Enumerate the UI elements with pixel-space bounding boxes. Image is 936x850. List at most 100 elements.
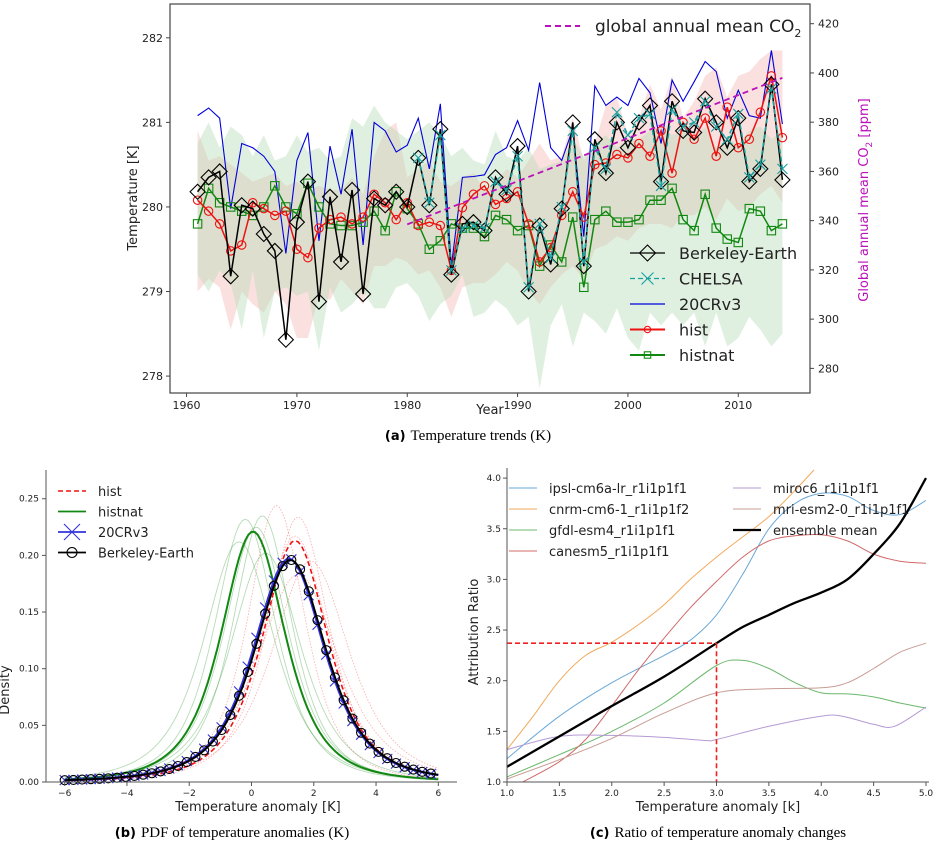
x-tick-label: 2.0 (605, 789, 620, 799)
point-hist (766, 71, 777, 81)
right-y-tick-label: 420 (818, 18, 839, 31)
point-hist (303, 252, 313, 263)
x-tick-label: 2000 (614, 399, 642, 412)
point-histnat (579, 282, 589, 293)
panel-b-caption: (b) PDF of temperature anomalies (K) (115, 825, 349, 841)
point-hist (424, 217, 435, 227)
point-hist (645, 151, 655, 161)
point-histnat (612, 217, 622, 227)
legend-item-20crv3: 20CRv3 (58, 523, 149, 541)
panel-b-pdf: −6 −4 −2 0 2 4 6 0.00 0.05 0.10 0.15 0.20 0.25 Temp… (0, 470, 457, 841)
point-berkeley-earth (641, 97, 659, 114)
point-berkeley-earth (553, 200, 571, 217)
point-berkeley-earth (286, 554, 297, 566)
legend-marker (643, 325, 652, 334)
point-berkeley-earth (652, 173, 670, 190)
point-histnat (512, 225, 523, 236)
point-chelsa (434, 129, 446, 141)
legend-label: cnrm-cm6-1_r1i1p1f2 (549, 503, 689, 518)
point-berkeley-earth (321, 645, 332, 656)
point-histnat (623, 217, 633, 227)
point-berkeley-earth (398, 198, 416, 216)
point-histnat (700, 189, 710, 200)
point-20crv3 (364, 739, 376, 751)
legend-item-cnrm-cm6-1-r1i1p1f2: cnrm-cm6-1_r1i1p1f2 (509, 503, 689, 518)
right-y-tick-label: 280 (818, 362, 839, 375)
legend-item-chelsa: CHELSA (630, 270, 743, 289)
point-berkeley-earth (181, 757, 192, 768)
legend-label: histnat (98, 506, 143, 521)
x-tick-label: 1.0 (500, 789, 515, 799)
point-hist (214, 219, 225, 229)
point-chelsa (490, 176, 501, 187)
point-berkeley-earth (189, 183, 206, 201)
panel-c-annotation (507, 642, 718, 782)
hist-member-line (64, 505, 439, 782)
point-histnat (678, 214, 688, 225)
y-tick-label: 0.25 (19, 495, 39, 505)
point-histnat (722, 234, 732, 244)
legend-item-hist: hist (58, 485, 122, 500)
point-histnat (634, 214, 644, 225)
x-tick-label: 2010 (724, 399, 752, 412)
point-berkeley-earth (164, 763, 175, 775)
point-berkeley-earth (685, 124, 703, 141)
panel-c-x-ticks: 1.0 1.5 2.0 2.5 3.0 3.5 4.0 4.5 5.0 (500, 782, 934, 799)
point-berkeley-earth (277, 561, 288, 572)
line-ipsl-cm6a-lr-r1i1p1f1 (507, 492, 927, 760)
point-chelsa (622, 129, 634, 141)
panel-c-y-ticks: 1.0 1.5 2.0 2.5 3.0 3.5 4.0 (487, 474, 507, 788)
x-tick-label: 1960 (173, 399, 201, 412)
legend-label: Berkeley-Earth (679, 244, 797, 263)
point-chelsa (545, 252, 557, 264)
point-berkeley-earth (390, 757, 402, 769)
point-berkeley-earth (597, 164, 615, 182)
point-histnat (590, 214, 600, 225)
point-berkeley-earth (343, 181, 361, 199)
point-hist (236, 240, 247, 250)
x-tick-label: −4 (120, 789, 134, 799)
point-berkeley-earth (443, 266, 460, 283)
panel-b-series-lines (59, 505, 439, 786)
x-tick-label: 5.0 (919, 789, 934, 799)
series-20crv3 (197, 50, 783, 267)
point-berkeley-earth (295, 564, 306, 575)
point-hist (523, 219, 534, 229)
point-berkeley-earth (382, 753, 393, 764)
hist-member-line (64, 560, 439, 781)
point-berkeley-earth (268, 580, 279, 591)
legend-item-histnat: histnat (630, 346, 734, 365)
point-berkeley-earth (207, 736, 218, 747)
panel-a-temperature-trends: 1960 1970 1980 1990 2000 2010 278 279 280 281 282… (126, 3, 875, 444)
right-y-tick-label: 340 (818, 215, 839, 228)
point-chelsa (600, 163, 612, 175)
point-hist (314, 223, 324, 233)
x-tick-label: 4 (373, 789, 379, 799)
point-chelsa (743, 171, 755, 183)
point-berkeley-earth (729, 109, 747, 127)
panel-a-right-y-label: Global annual mean CO2 [ppm] (857, 98, 875, 302)
point-chelsa (468, 220, 479, 231)
y-tick-label: 278 (142, 370, 163, 383)
point-berkeley-earth (233, 196, 251, 214)
point-chelsa (777, 163, 788, 175)
right-y-tick-label: 380 (818, 116, 839, 129)
point-chelsa (423, 197, 435, 209)
point-berkeley-earth (575, 257, 593, 275)
point-chelsa (556, 201, 568, 213)
line-miroc6-r1i1p1f1 (507, 706, 927, 751)
y-tick-label: 0.10 (19, 665, 39, 675)
line-berkeley-earth (64, 559, 439, 782)
point-berkeley-earth (329, 672, 340, 683)
point-berkeley-earth (696, 90, 714, 107)
point-histnat (270, 181, 280, 191)
y-tick-label: 3.5 (487, 525, 501, 535)
x-tick-label: 3.0 (709, 789, 724, 799)
legend-label: canesm5_r1i1p1f1 (549, 545, 669, 560)
point-berkeley-earth (364, 738, 375, 749)
panel-a-x-label: Year (475, 403, 504, 418)
point-hist (435, 220, 446, 231)
panel-c-y-label: Attribution Ratio (467, 579, 482, 686)
point-hist (248, 197, 258, 208)
panel-c-legend: ipsl-cm6a-lr_r1i1p1f1 cnrm-cm6-1_r1i1p1f2… (509, 482, 909, 560)
